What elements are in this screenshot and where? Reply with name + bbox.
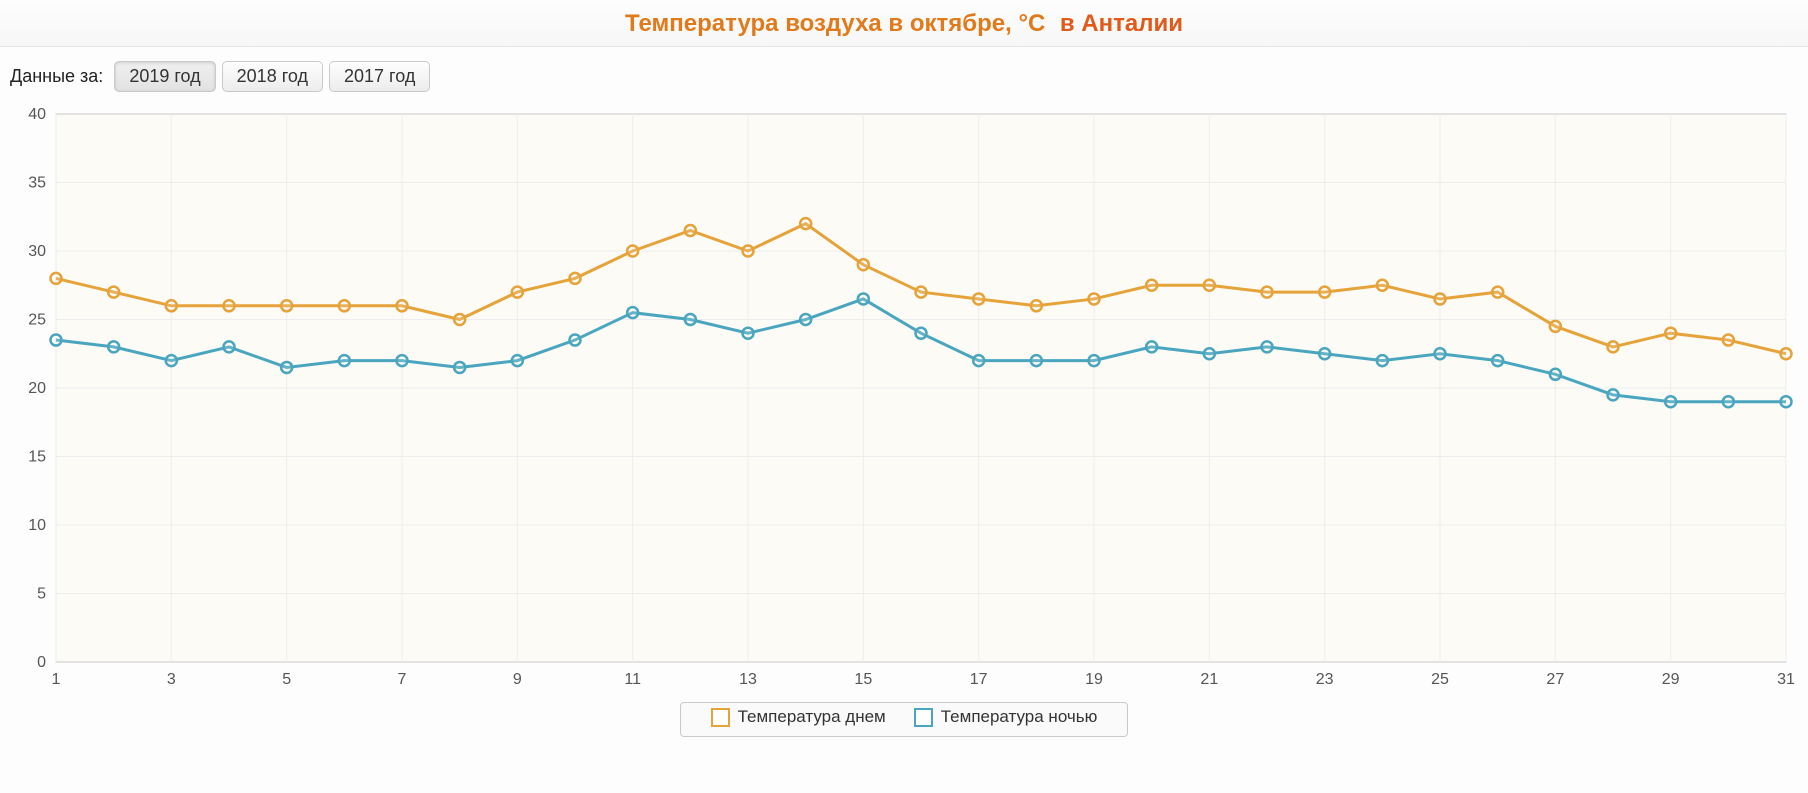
svg-text:10: 10 [28, 517, 46, 534]
legend-label: Температура днем [738, 707, 886, 727]
chart-title: Температура воздуха в октябре, °C [625, 10, 1045, 37]
svg-text:21: 21 [1200, 671, 1218, 688]
svg-text:13: 13 [739, 671, 757, 688]
controls-label: Данные за: [10, 66, 103, 86]
legend-item: Температура ночью [914, 707, 1098, 727]
svg-text:9: 9 [513, 671, 522, 688]
legend-swatch [711, 708, 730, 727]
svg-text:19: 19 [1085, 671, 1103, 688]
svg-text:5: 5 [282, 671, 291, 688]
svg-text:25: 25 [1431, 671, 1449, 688]
svg-text:31: 31 [1777, 671, 1795, 688]
svg-text:15: 15 [854, 671, 872, 688]
title-bar: Температура воздуха в октябре, °C в Анта… [0, 0, 1808, 47]
chart-subtitle: в Анталии [1060, 10, 1183, 37]
svg-text:15: 15 [28, 449, 46, 466]
svg-text:30: 30 [28, 243, 46, 260]
year-controls: Данные за: 2019 год2018 год2017 год [0, 47, 1808, 100]
svg-text:0: 0 [37, 654, 46, 671]
svg-text:1: 1 [52, 671, 61, 688]
legend-item: Температура днем [711, 707, 886, 727]
svg-text:40: 40 [28, 106, 46, 123]
svg-text:7: 7 [398, 671, 407, 688]
legend: Температура днем Температура ночью [0, 702, 1808, 737]
year-button-2018-год[interactable]: 2018 год [222, 61, 323, 92]
svg-text:3: 3 [167, 671, 176, 688]
svg-text:20: 20 [28, 380, 46, 397]
svg-text:5: 5 [37, 586, 46, 603]
svg-text:27: 27 [1546, 671, 1564, 688]
svg-text:29: 29 [1662, 671, 1680, 688]
svg-text:11: 11 [624, 671, 641, 688]
temperature-chart: 0510152025303540135791113151719212325272… [0, 100, 1808, 698]
year-button-2019-год[interactable]: 2019 год [114, 61, 215, 92]
year-button-2017-год[interactable]: 2017 год [329, 61, 430, 92]
svg-text:25: 25 [28, 312, 46, 329]
legend-swatch [914, 708, 933, 727]
svg-text:23: 23 [1316, 671, 1334, 688]
svg-text:35: 35 [28, 175, 46, 192]
legend-label: Температура ночью [941, 707, 1098, 727]
svg-text:17: 17 [970, 671, 988, 688]
